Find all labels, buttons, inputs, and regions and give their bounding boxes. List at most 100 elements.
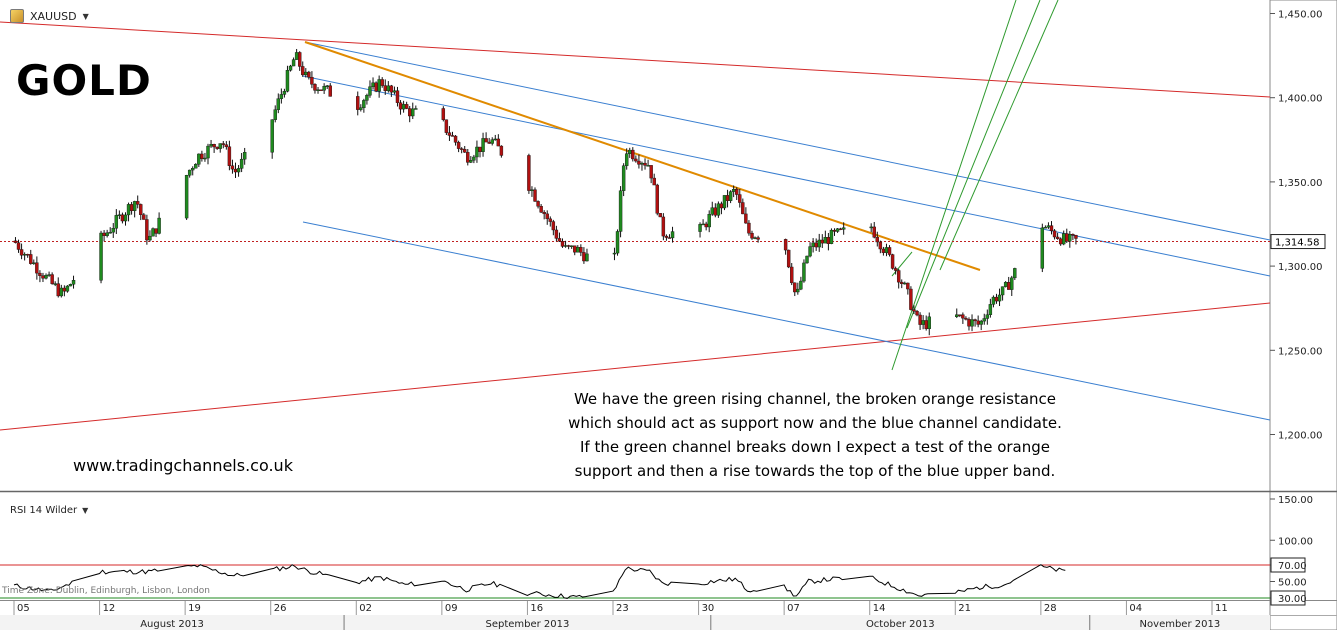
- candle-body: [649, 165, 653, 179]
- candle-body: [548, 218, 552, 222]
- candle-body: [71, 280, 76, 285]
- candle-body: [215, 146, 219, 149]
- candle-body: [829, 229, 834, 244]
- candle-body: [279, 94, 284, 99]
- candle-body: [47, 274, 51, 276]
- candle-body: [359, 107, 363, 110]
- candle-body: [652, 177, 656, 186]
- time-tick-label: 21: [958, 603, 971, 614]
- candle-body: [713, 207, 718, 216]
- candle-body: [129, 204, 134, 211]
- candle-body: [618, 190, 623, 232]
- symbol-label: XAUUSD: [30, 9, 77, 23]
- candle-body: [753, 237, 757, 239]
- candle-body: [184, 175, 189, 219]
- candle-body: [123, 214, 128, 222]
- candle-body: [566, 245, 571, 247]
- candle-body: [1058, 238, 1063, 245]
- green-channel-line: [939, 0, 1059, 271]
- chevron-down-icon: ▼: [82, 506, 89, 515]
- candle-body: [108, 231, 112, 234]
- candle-body: [288, 65, 293, 71]
- candle-body: [903, 282, 907, 285]
- candle-body: [389, 85, 394, 93]
- candle-body: [469, 160, 473, 163]
- candle-body: [927, 316, 931, 329]
- candle-body: [105, 232, 109, 236]
- candle-body: [374, 82, 378, 92]
- rsi-tick-label: 30.00: [1278, 594, 1307, 605]
- candle-body: [878, 241, 883, 250]
- time-tick-label: 30: [702, 603, 715, 614]
- candle-body: [569, 245, 574, 247]
- candle-body: [539, 206, 543, 213]
- candle-body: [203, 157, 207, 160]
- candle-body: [704, 223, 708, 228]
- candle-body: [145, 219, 149, 241]
- candle-body: [316, 89, 320, 91]
- candle-body: [450, 135, 455, 137]
- candle-body: [19, 249, 24, 256]
- green-channel-line: [891, 0, 1017, 371]
- candle-body: [985, 314, 990, 319]
- candle-body: [56, 283, 60, 297]
- candle-body: [710, 207, 714, 215]
- candle-body: [838, 228, 843, 230]
- candle-body: [560, 241, 565, 247]
- candle-body: [817, 239, 821, 248]
- candle-body: [1062, 233, 1066, 245]
- price-tick-label: 1,450.00: [1278, 10, 1323, 21]
- candle-body: [1010, 277, 1014, 290]
- candle-body: [750, 232, 754, 239]
- candle-body: [386, 85, 391, 91]
- price-tick-label: 1,200.00: [1278, 431, 1323, 442]
- blue-middle-band: [302, 75, 1271, 277]
- candle-body: [640, 162, 644, 165]
- time-tick-label: 11: [1215, 603, 1228, 614]
- candle-body: [832, 229, 837, 232]
- candle-body: [841, 227, 846, 230]
- month-label: August 2013: [140, 619, 204, 630]
- time-tick-label: 14: [873, 603, 886, 614]
- candle-body: [487, 141, 491, 144]
- candle-body: [900, 281, 904, 284]
- candle-body: [634, 158, 638, 162]
- candle-body: [735, 189, 739, 195]
- analysis-note: We have the green rising channel, the br…: [560, 387, 1070, 483]
- symbol-selector[interactable]: XAUUSD ▼: [10, 8, 89, 24]
- candle-body: [307, 71, 311, 78]
- candle-body: [459, 148, 464, 150]
- candle-body: [356, 96, 360, 110]
- candle-body: [875, 237, 879, 243]
- candle-body: [744, 213, 748, 224]
- candle-body: [126, 204, 131, 216]
- candle-body: [551, 221, 556, 231]
- candle-body: [906, 282, 910, 290]
- candle-body: [997, 294, 1002, 302]
- candle-body: [661, 216, 666, 237]
- note-line: We have the green rising channel, the br…: [573, 390, 1057, 408]
- candle-body: [796, 288, 800, 293]
- candle-body: [65, 285, 70, 292]
- candle-body: [783, 239, 788, 251]
- candle-body: [1055, 236, 1060, 240]
- candle-body: [380, 79, 384, 86]
- candle-body: [563, 245, 568, 247]
- candle-body: [463, 149, 467, 153]
- candle-body: [982, 318, 986, 322]
- candle-body: [915, 310, 919, 316]
- candle-body: [453, 135, 458, 143]
- candle-body: [200, 153, 204, 159]
- candle-body: [890, 254, 895, 269]
- rsi-indicator-selector[interactable]: RSI 14 Wilder ▼: [10, 505, 88, 516]
- candle-body: [493, 138, 497, 141]
- candle-body: [371, 82, 375, 87]
- candle-body: [1007, 282, 1011, 290]
- candle-body: [912, 309, 916, 312]
- candle-body: [808, 246, 812, 257]
- candle-body: [628, 149, 632, 154]
- candle-body: [401, 104, 406, 110]
- candle-body: [1065, 233, 1069, 242]
- candle-body: [496, 138, 501, 147]
